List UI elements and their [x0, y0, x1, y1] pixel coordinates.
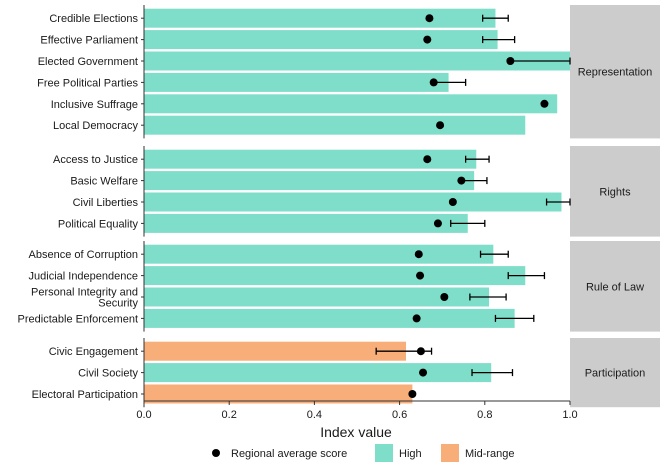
facet-strip	[570, 5, 660, 139]
legend-point-key	[212, 449, 220, 457]
category-label: Access to Justice	[53, 154, 138, 166]
bar	[144, 308, 515, 328]
average-point	[457, 176, 466, 185]
bar	[144, 30, 498, 50]
category-label: Civic Engagement	[49, 346, 138, 358]
bar	[144, 384, 413, 404]
legend-fill-label: High	[399, 448, 422, 460]
average-point	[429, 78, 438, 87]
x-tick-label: 0.6	[392, 409, 407, 421]
category-label: Civil Liberties	[73, 197, 139, 209]
category-label: Local Democracy	[53, 120, 138, 132]
average-point	[506, 57, 515, 65]
x-tick-label: 0.0	[136, 409, 151, 421]
bar	[144, 171, 475, 191]
average-point	[540, 99, 549, 108]
average-point	[414, 250, 423, 259]
bar	[144, 8, 496, 28]
x-tick-label: 1.0	[562, 409, 577, 421]
facet-strip	[570, 338, 660, 408]
bar	[144, 51, 570, 71]
bar	[144, 287, 490, 307]
panel-0: Representation Credible Elections Effectiv…	[37, 5, 660, 139]
average-point	[448, 198, 457, 206]
bar	[144, 341, 406, 361]
average-point	[416, 271, 425, 280]
facet-strip-label: Representation	[578, 67, 653, 79]
facet-strip-label: Participation	[585, 368, 646, 380]
legend-fill-key	[375, 444, 393, 462]
x-tick-label: 0.8	[477, 409, 492, 421]
chart-panels: Representation Credible Elections Effectiv…	[18, 5, 660, 408]
error-bar	[471, 369, 514, 377]
panel-2: Rule of Law Absence of Corruption Judicial…	[18, 241, 660, 332]
category-label: Electoral Participation	[32, 389, 138, 401]
category-label: Personal Integrity and Security	[31, 287, 139, 310]
bar	[144, 72, 449, 92]
category-label: Elected Government	[38, 56, 138, 68]
average-point	[408, 390, 417, 398]
error-bar	[482, 36, 516, 44]
error-bar	[545, 198, 571, 206]
category-label: Inclusive Suffrage	[51, 99, 138, 111]
category-label: Civil Society	[78, 368, 138, 380]
legend-point-label: Regional average score	[231, 448, 347, 460]
panel-1: Rights Access to Justice Basic Welfare Civi…	[53, 146, 660, 237]
average-point	[440, 293, 449, 301]
legend-fill-key	[441, 444, 459, 462]
x-tick-label: 0.2	[222, 409, 237, 421]
average-point	[419, 368, 428, 377]
bar	[144, 266, 526, 286]
category-label: Judicial Independence	[29, 271, 138, 283]
error-bar	[482, 14, 509, 22]
facet-strip	[570, 241, 660, 332]
error-bar	[494, 314, 535, 322]
facet-strip-label: Rule of Law	[586, 281, 644, 293]
bar	[144, 149, 477, 169]
bar	[144, 363, 492, 383]
x-tick-label: 0.4	[307, 409, 322, 421]
panel-3: Participation Civic Engagement Civil Socie…	[32, 338, 660, 408]
category-label: Predictable Enforcement	[18, 313, 138, 325]
legend-fill-label: Mid-range	[465, 448, 515, 460]
average-point	[423, 35, 432, 44]
average-point	[436, 121, 445, 130]
error-bar	[507, 272, 546, 280]
error-bar	[479, 250, 509, 258]
category-label: Basic Welfare	[70, 176, 138, 188]
category-label: Credible Elections	[49, 13, 138, 25]
category-label: Effective Parliament	[40, 35, 138, 47]
category-label: Political Equality	[58, 218, 139, 230]
facet-strip-label: Rights	[599, 186, 631, 198]
category-label: Free Political Parties	[37, 77, 138, 89]
error-bar	[450, 219, 486, 227]
error-bar	[469, 293, 507, 301]
legend: Regional average score High Mid-range	[212, 444, 515, 462]
average-point	[423, 155, 432, 164]
bar	[144, 192, 562, 212]
average-point	[433, 219, 442, 228]
category-label: Absence of Corruption	[29, 249, 138, 261]
bar	[144, 94, 558, 114]
facet-strip	[570, 146, 660, 237]
x-axis-title: Index value	[320, 424, 392, 440]
bar	[144, 213, 468, 233]
bar	[144, 244, 494, 264]
average-point	[412, 314, 421, 323]
bar	[144, 115, 526, 135]
error-bar	[464, 155, 490, 163]
average-point	[416, 347, 425, 356]
average-point	[425, 14, 434, 23]
x-axis: 0.0 0.2 0.4 0.6 0.8 1.0	[136, 400, 578, 421]
